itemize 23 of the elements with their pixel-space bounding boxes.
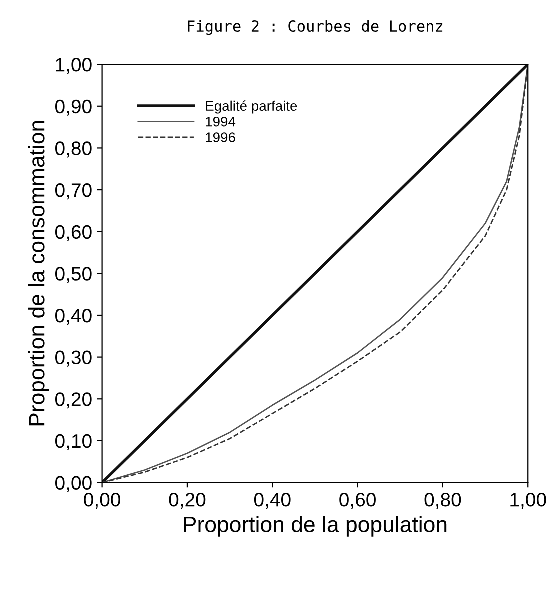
y-tick-label: 0,20 [56, 392, 92, 409]
x-tick-label: 0,00 [84, 493, 120, 510]
y-tick-label: 0,00 [56, 476, 92, 492]
y-tick-label: 0,60 [56, 225, 92, 242]
y-tick-label: 0,80 [56, 142, 92, 158]
y-tick-label: 0,70 [56, 184, 92, 200]
x-axis-title: Proportion de la population [184, 516, 447, 537]
legend-label: Egalité parfaite [206, 100, 298, 114]
y-tick-label: 0,40 [56, 308, 92, 326]
y-axis-title: Proportion de la consommation [28, 121, 50, 426]
x-tick-label: 0,80 [424, 493, 462, 510]
y-tick-label: 0,30 [56, 350, 92, 367]
y-tick-label: 0,10 [56, 434, 92, 450]
chart-title: Figure 2 : Courbes de Lorenz [188, 20, 443, 36]
y-tick-label: 0,90 [56, 100, 92, 116]
x-tick-label: 0,60 [340, 493, 376, 510]
legend-label: 1994 [206, 116, 236, 127]
legend-label: 1996 [206, 132, 236, 142]
y-tick-label: 1,00 [56, 58, 92, 74]
y-tick-label: 0,50 [56, 267, 92, 284]
x-tick-label: 0,40 [254, 493, 291, 510]
x-tick-label: 1,00 [510, 493, 546, 510]
x-tick-label: 0,20 [169, 493, 206, 510]
